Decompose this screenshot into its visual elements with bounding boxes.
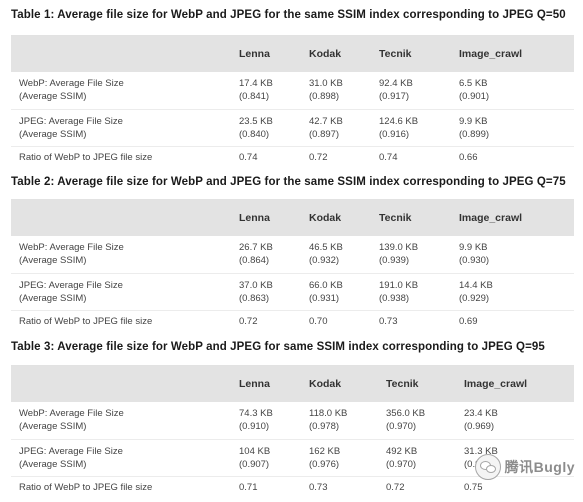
table-cell: 0.66 xyxy=(459,151,478,163)
table-cell: 356.0 KB (0.970) xyxy=(386,402,464,440)
table-cell: 0.72 xyxy=(309,151,328,163)
table-2: Lenna Kodak Tecnik Image_crawl WebP: Ave… xyxy=(11,199,574,332)
table-cell: 139.0 KB (0.939) xyxy=(379,236,459,274)
table-cell: 0.75 xyxy=(464,481,483,493)
row-label: JPEG: Average File Size (Average SSIM) xyxy=(11,109,239,147)
watermark: 腾讯Bugly xyxy=(474,454,575,480)
row-label: WebP: Average File Size (Average SSIM) xyxy=(11,72,239,110)
header-cell-lenna: Lenna xyxy=(239,199,309,236)
row-label: JPEG: Average File Size (Average SSIM) xyxy=(11,439,239,477)
header-cell-lenna: Lenna xyxy=(239,365,309,402)
table-cell: 6.5 KB (0.901) xyxy=(459,72,574,110)
table-cell: 0.74 xyxy=(379,151,398,163)
table-cell: 46.5 KB (0.932) xyxy=(309,236,379,274)
header-cell-tecnik: Tecnik xyxy=(379,199,459,236)
header-cell-lenna: Lenna xyxy=(239,35,309,72)
row-label: WebP: Average File Size (Average SSIM) xyxy=(11,402,239,440)
table-cell: 0.73 xyxy=(309,481,328,493)
header-cell-kodak: Kodak xyxy=(309,35,379,72)
table-cell: 0.72 xyxy=(386,481,405,493)
header-cell-blank xyxy=(11,35,239,72)
table-row: WebP: Average File Size (Average SSIM) 17… xyxy=(11,72,574,110)
header-cell-image-crawl: Image_crawl xyxy=(459,35,574,72)
table-cell: 23.5 KB (0.840) xyxy=(239,109,309,147)
table-cell: 37.0 KB (0.863) xyxy=(239,273,309,311)
table-cell: 26.7 KB (0.864) xyxy=(239,236,309,274)
table-cell: 492 KB (0.970) xyxy=(386,439,464,477)
table-cell: 14.4 KB (0.929) xyxy=(459,273,574,311)
table-cell: 0.72 xyxy=(239,315,258,327)
table-cell: 0.69 xyxy=(459,315,478,327)
row-label: Ratio of WebP to JPEG file size xyxy=(19,481,153,493)
table-cell: 191.0 KB (0.938) xyxy=(379,273,459,311)
table-cell: 31.0 KB (0.898) xyxy=(309,72,379,110)
table-cell: 162 KB (0.976) xyxy=(309,439,386,477)
table-header-row: Lenna Kodak Tecnik Image_crawl xyxy=(11,35,574,72)
table-row: Ratio of WebP to JPEG file size 0.71 0.7… xyxy=(11,476,574,498)
table-row: Ratio of WebP to JPEG file size 0.74 0.7… xyxy=(11,146,574,168)
table-header-row: Lenna Kodak Tecnik Image_crawl xyxy=(11,199,574,236)
header-cell-tecnik: Tecnik xyxy=(386,365,464,402)
table-cell: 0.70 xyxy=(309,315,328,327)
table-cell: 0.71 xyxy=(239,481,258,493)
table-cell: 9.9 KB (0.899) xyxy=(459,109,574,147)
table-cell: 0.74 xyxy=(239,151,258,163)
table-row: WebP: Average File Size (Average SSIM) 74… xyxy=(11,402,574,440)
header-cell-blank xyxy=(11,365,239,402)
table-row: JPEG: Average File Size (Average SSIM) 37… xyxy=(11,273,574,311)
table-cell: 17.4 KB (0.841) xyxy=(239,72,309,110)
header-cell-tecnik: Tecnik xyxy=(379,35,459,72)
table-header-row: Lenna Kodak Tecnik Image_crawl xyxy=(11,365,574,402)
table-cell: 9.9 KB (0.930) xyxy=(459,236,574,274)
table-row: WebP: Average File Size (Average SSIM) 26… xyxy=(11,236,574,274)
table-cell: 74.3 KB (0.910) xyxy=(239,402,309,440)
watermark-text: 腾讯Bugly xyxy=(504,459,575,475)
table-3: Lenna Kodak Tecnik Image_crawl WebP: Ave… xyxy=(11,365,574,498)
table-cell: 104 KB (0.907) xyxy=(239,439,309,477)
row-label: Ratio of WebP to JPEG file size xyxy=(19,151,153,163)
table-2-caption: Table 2: Average file size for WebP and … xyxy=(11,176,566,188)
table-cell: 66.0 KB (0.931) xyxy=(309,273,379,311)
row-label: WebP: Average File Size (Average SSIM) xyxy=(11,236,239,274)
table-1: Lenna Kodak Tecnik Image_crawl WebP: Ave… xyxy=(11,35,574,168)
header-cell-kodak: Kodak xyxy=(309,365,386,402)
table-cell: 92.4 KB (0.917) xyxy=(379,72,459,110)
header-cell-image-crawl: Image_crawl xyxy=(464,365,574,402)
header-cell-blank xyxy=(11,199,239,236)
table-3-caption: Table 3: Average file size for WebP and … xyxy=(11,341,545,353)
table-1-caption: Table 1: Average file size for WebP and … xyxy=(11,9,566,21)
table-cell: 23.4 KB (0.969) xyxy=(464,402,574,440)
table-cell: 118.0 KB (0.978) xyxy=(309,402,386,440)
row-label: Ratio of WebP to JPEG file size xyxy=(19,315,153,327)
table-row: Ratio of WebP to JPEG file size 0.72 0.7… xyxy=(11,310,574,332)
table-row: JPEG: Average File Size (Average SSIM) 10… xyxy=(11,439,574,477)
wechat-icon xyxy=(474,454,501,480)
table-cell: 42.7 KB (0.897) xyxy=(309,109,379,147)
row-label: JPEG: Average File Size (Average SSIM) xyxy=(11,273,239,311)
table-row: JPEG: Average File Size (Average SSIM) 23… xyxy=(11,109,574,147)
header-cell-kodak: Kodak xyxy=(309,199,379,236)
table-cell: 124.6 KB (0.916) xyxy=(379,109,459,147)
header-cell-image-crawl: Image_crawl xyxy=(459,199,574,236)
table-cell: 0.73 xyxy=(379,315,398,327)
